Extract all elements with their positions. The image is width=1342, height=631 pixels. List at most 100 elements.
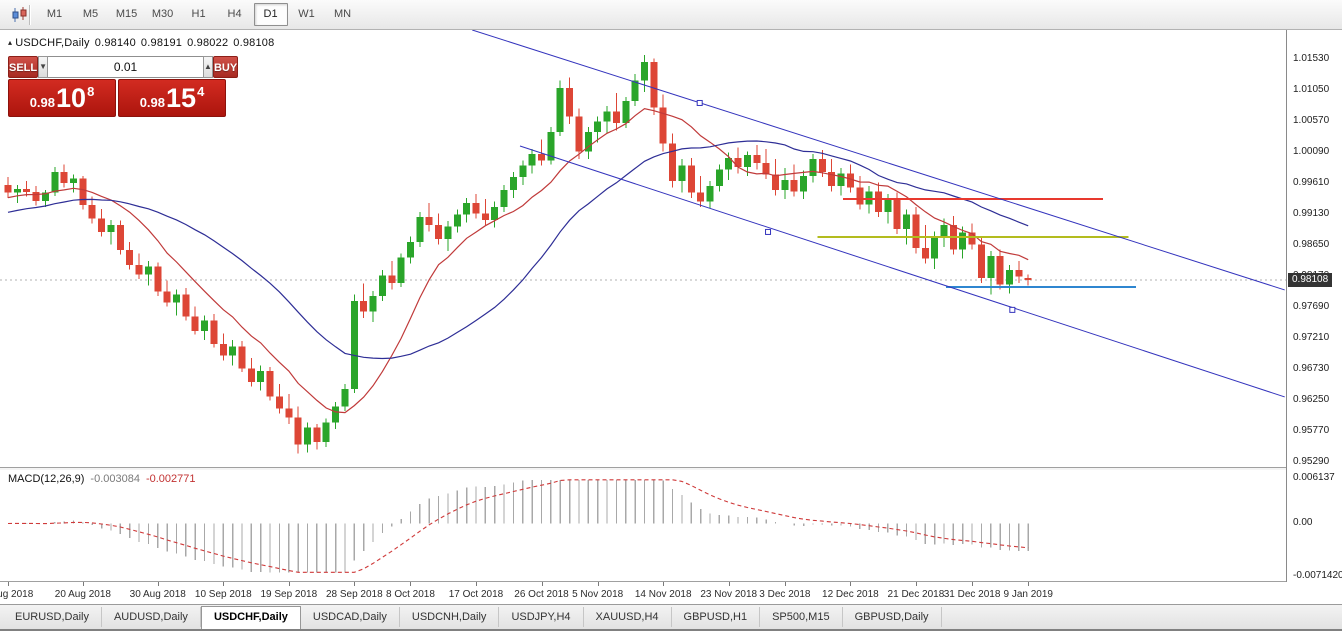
trendline-handle[interactable]	[765, 228, 772, 235]
date-axis-tick	[476, 582, 477, 586]
price-axis-label: 1.01530	[1293, 52, 1330, 64]
chart-tab-usdcnh-daily[interactable]: USDCNH,Daily	[400, 607, 500, 627]
timeframe-button-m5[interactable]: M5	[82, 8, 99, 20]
macd-signal-value: -0.002771	[145, 473, 196, 485]
chart-tab-eurusd-daily[interactable]: EURUSD,Daily	[3, 607, 102, 627]
bid-price-big: 0.98	[29, 95, 56, 110]
date-axis-label: 19 Sep 2018	[260, 589, 318, 600]
symbol-ohlc-readout: ▴ USDCHF,Daily 0.98140 0.98191 0.98022 0.9810…	[8, 37, 274, 49]
timeframe-button-m30[interactable]: M30	[151, 8, 174, 20]
price-axis-label: 0.95290	[1293, 455, 1330, 467]
candlestick-chart-icon	[12, 6, 27, 22]
date-axis-label: 21 Dec 2018	[887, 589, 945, 600]
date-axis-label: 26 Oct 2018	[514, 589, 569, 600]
macd-indicator-label: MACD(12,26,9) -0.003084 -0.002771	[8, 473, 196, 485]
trend-channel-line-1[interactable]	[519, 145, 1285, 398]
chart-tab-xauusd-h4[interactable]: XAUUSD,H4	[584, 607, 672, 627]
date-axis-tick	[288, 582, 290, 586]
macd-axis-label: 0.006137	[1293, 472, 1335, 484]
chart-tab-usdjpy-h4[interactable]: USDJPY,H4	[499, 607, 584, 627]
volume-input[interactable]	[48, 56, 204, 78]
macd-signal-line	[7, 479, 1029, 573]
date-axis-label: 23 Nov 2018	[700, 589, 758, 600]
date-axis-label: 5 Nov 2018	[572, 589, 624, 600]
date-axis-tick	[157, 582, 159, 586]
date-axis-tick	[972, 582, 974, 586]
candles-layer	[4, 55, 1032, 454]
price-axis-label: 1.00090	[1293, 145, 1330, 157]
chart-tab-bar: EURUSD,Daily AUDUSD,Daily USDCHF,Daily USDC…	[0, 604, 1342, 630]
main-chart-canvas[interactable]	[0, 30, 1286, 467]
timeframe-button-h1[interactable]: H1	[191, 8, 206, 20]
window-bottom-edge	[0, 629, 1342, 631]
current-price-tag: 0.98108	[1288, 272, 1333, 287]
buy-price-panel[interactable]: 0.98 15 4	[118, 79, 226, 117]
ask-price-pips: 15	[166, 82, 197, 113]
volume-decrease-button[interactable]: ▼	[38, 56, 49, 78]
ma-fast-line	[7, 108, 1029, 414]
low-value: 0.98022	[187, 37, 229, 49]
date-axis-tick	[784, 582, 786, 586]
date-axis-tick	[915, 582, 917, 586]
date-axis-label: 28 Sep 2018	[325, 589, 383, 600]
chart-tab-gbpusd-h1[interactable]: GBPUSD,H1	[672, 607, 761, 627]
macd-indicator-canvas[interactable]	[0, 469, 1286, 581]
date-axis-label: 12 Dec 2018	[822, 589, 879, 600]
date-axis-tick	[728, 582, 730, 586]
trend-channel-line-0[interactable]	[472, 30, 1285, 291]
trendline-handle[interactable]	[696, 99, 703, 106]
one-click-collapse-icon[interactable]: ▴	[8, 38, 13, 47]
date-axis-tick	[410, 582, 412, 586]
chart-tab-usdchf-daily[interactable]: USDCHF,Daily	[200, 606, 301, 630]
price-axis[interactable]: 1.01530 1.01050 1.00570 1.00090 0.99610 0.991…	[1286, 30, 1342, 582]
macd-name: MACD(12,26,9)	[8, 473, 85, 485]
bid-price-pips: 10	[56, 82, 87, 113]
one-click-trading-panel: SELL ▼ ▲ BUY 0.98 10 8 0.98 15 4	[8, 56, 239, 117]
timeframe-button-w1[interactable]: W1	[298, 8, 315, 20]
date-axis-label: 31 Dec 2018	[943, 589, 1001, 600]
chart-tab-usdcad-daily[interactable]: USDCAD,Daily	[301, 607, 400, 627]
volume-increase-button[interactable]: ▲	[203, 56, 213, 78]
close-value: 0.98108	[233, 37, 275, 49]
toolbar: ▾ M1 M5 M15 M30 H1 H4 D1 W1 MN	[0, 0, 1342, 30]
date-axis-label: 17 Oct 2018	[448, 589, 504, 600]
macd-histogram	[16, 479, 1029, 573]
date-axis-label: 3 Dec 2018	[759, 589, 811, 600]
timeframe-button-mn[interactable]: MN	[333, 8, 352, 20]
date-axis-label: 8 Aug 2018	[0, 589, 34, 600]
chart-tab-audusd-daily[interactable]: AUDUSD,Daily	[102, 607, 201, 627]
timeframe-button-m15[interactable]: M15	[115, 8, 138, 20]
date-axis-tick	[850, 582, 852, 586]
date-axis-label: 30 Aug 2018	[129, 589, 186, 600]
high-value: 0.98191	[140, 37, 183, 49]
price-axis-label: 0.98650	[1293, 238, 1330, 250]
symbol-label: USDCHF,Daily	[15, 37, 90, 49]
date-axis-tick	[354, 582, 356, 586]
open-value: 0.98140	[94, 37, 136, 49]
date-axis-tick	[663, 582, 665, 586]
chart-tools-button[interactable]: ▾	[6, 3, 27, 27]
timeframe-button-d1[interactable]: D1	[253, 3, 288, 26]
sell-price-panel[interactable]: 0.98 10 8	[8, 79, 116, 117]
price-axis-label: 0.99130	[1293, 207, 1330, 219]
date-axis-tick	[8, 582, 9, 586]
price-axis-label: 0.95770	[1293, 424, 1330, 436]
chart-tab-sp500-m15[interactable]: SP500,M15	[760, 607, 843, 627]
date-axis-tick	[223, 582, 225, 586]
chart-tab-gbpusd-daily[interactable]: GBPUSD,Daily	[843, 607, 942, 627]
price-axis-label: 0.97690	[1293, 300, 1330, 312]
date-axis[interactable]: 8 Aug 2018 20 Aug 2018 30 Aug 2018 10 Sep 2…	[0, 582, 1342, 604]
ma-slow-line	[7, 140, 1029, 360]
sell-button[interactable]: SELL	[8, 56, 39, 78]
ask-price-point: 4	[197, 84, 205, 99]
timeframe-button-h4[interactable]: H4	[227, 8, 242, 20]
buy-button[interactable]: BUY	[212, 56, 239, 78]
date-axis-label: 20 Aug 2018	[54, 589, 111, 600]
date-axis-tick	[541, 582, 543, 586]
panel-splitter[interactable]	[0, 467, 1342, 470]
trendline-handle[interactable]	[1009, 306, 1016, 313]
date-axis-tick	[597, 582, 599, 586]
macd-main-value: -0.003084	[90, 473, 140, 485]
timeframe-button-m1[interactable]: M1	[46, 8, 63, 20]
